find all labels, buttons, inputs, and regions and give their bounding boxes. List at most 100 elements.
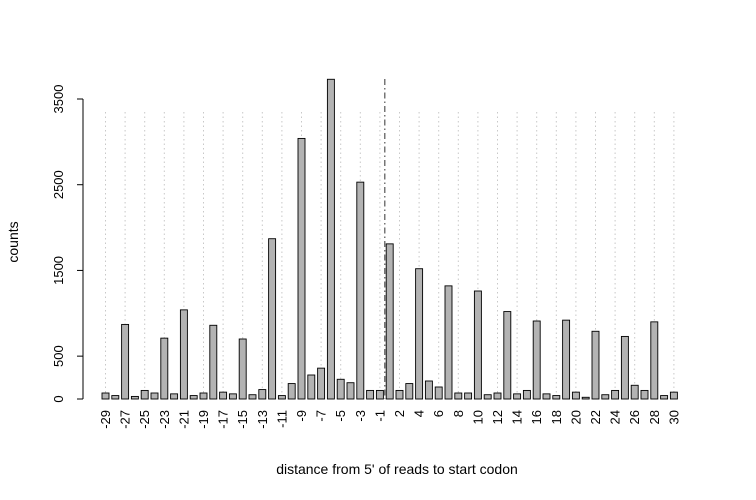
bar-7 bbox=[444, 285, 453, 400]
x-tick-label: 12 bbox=[490, 410, 505, 424]
bar-3 bbox=[405, 383, 414, 400]
bar-5 bbox=[424, 380, 433, 400]
bars bbox=[101, 78, 678, 400]
bar--3 bbox=[356, 181, 365, 400]
bar--25 bbox=[140, 389, 149, 400]
bar--17 bbox=[219, 391, 228, 400]
bar--22 bbox=[170, 393, 179, 400]
x-tick-label: -13 bbox=[255, 410, 270, 429]
x-axis-label: distance from 5' of reads to start codon bbox=[276, 461, 518, 477]
x-tick-label: -15 bbox=[235, 410, 250, 429]
bar-9 bbox=[464, 392, 473, 400]
x-tick-label: 2 bbox=[392, 410, 407, 417]
bar-30 bbox=[669, 391, 678, 400]
bar--2 bbox=[366, 389, 375, 400]
bar--4 bbox=[346, 382, 355, 400]
bar-18 bbox=[552, 395, 561, 400]
y-tick-label: 0 bbox=[51, 395, 66, 402]
x-tick-label: 10 bbox=[470, 410, 485, 424]
bar-10 bbox=[473, 290, 482, 400]
bar-29 bbox=[660, 395, 669, 400]
bar--19 bbox=[199, 392, 208, 400]
bar--12 bbox=[268, 238, 277, 400]
y-tick-label: 3500 bbox=[51, 85, 66, 114]
bar--24 bbox=[150, 392, 159, 400]
x-tick-label: 28 bbox=[647, 410, 662, 424]
bar--7 bbox=[317, 367, 326, 400]
x-tick-label: -29 bbox=[98, 410, 113, 429]
bar--29 bbox=[101, 392, 110, 400]
x-axis: -29 -27 -25 -23 -21 -19 -17 -15 -13 -11 -9 -7 -5 -3 -1… bbox=[98, 410, 681, 429]
bar-6 bbox=[434, 386, 443, 400]
y-axis-label: counts bbox=[5, 221, 21, 262]
bar--23 bbox=[160, 337, 169, 400]
bar-16 bbox=[532, 320, 541, 400]
x-tick-label: -17 bbox=[216, 410, 231, 429]
bar-25 bbox=[620, 335, 629, 400]
x-tick-label: -21 bbox=[176, 410, 191, 429]
bar-15 bbox=[522, 389, 531, 400]
bar-13 bbox=[503, 311, 512, 400]
bar-20 bbox=[571, 391, 580, 400]
x-tick-label: 4 bbox=[412, 410, 427, 417]
bar-12 bbox=[493, 392, 502, 400]
x-tick-label: 18 bbox=[549, 410, 564, 424]
bar--14 bbox=[248, 394, 257, 400]
bar-23 bbox=[601, 394, 610, 400]
bar--5 bbox=[336, 378, 345, 400]
x-tick-label: 22 bbox=[588, 410, 603, 424]
y-tick-label: 500 bbox=[51, 345, 66, 367]
x-tick-label: -11 bbox=[274, 410, 289, 428]
bar--27 bbox=[121, 323, 130, 400]
bar--21 bbox=[179, 309, 188, 400]
bar--20 bbox=[189, 395, 198, 400]
bar-24 bbox=[611, 389, 620, 400]
x-tick-label: 6 bbox=[431, 410, 446, 417]
x-tick-label: 24 bbox=[608, 410, 623, 424]
x-tick-label: -7 bbox=[314, 410, 329, 422]
bar-27 bbox=[640, 389, 649, 400]
bar--10 bbox=[287, 383, 296, 400]
bar-19 bbox=[562, 319, 571, 400]
bar--8 bbox=[307, 374, 316, 400]
bar-8 bbox=[454, 392, 463, 400]
bar--26 bbox=[130, 395, 139, 400]
x-tick-label: -23 bbox=[157, 410, 172, 429]
bar--16 bbox=[228, 393, 237, 400]
bar-1 bbox=[385, 243, 394, 400]
bar--18 bbox=[209, 324, 218, 400]
x-tick-label: 20 bbox=[568, 410, 583, 424]
x-tick-label: 14 bbox=[510, 410, 525, 424]
bar--15 bbox=[238, 338, 247, 400]
x-tick-label: 30 bbox=[666, 410, 681, 424]
x-tick-label: 8 bbox=[451, 410, 466, 417]
bar-4 bbox=[415, 268, 424, 400]
bar--28 bbox=[111, 395, 120, 400]
bar--13 bbox=[258, 389, 267, 400]
x-tick-label: -3 bbox=[353, 410, 368, 422]
bar-17 bbox=[542, 393, 551, 400]
bar--11 bbox=[277, 395, 286, 400]
bar-28 bbox=[650, 321, 659, 400]
x-tick-label: -9 bbox=[294, 410, 309, 422]
x-tick-label: -5 bbox=[333, 410, 348, 422]
bar-26 bbox=[630, 384, 639, 400]
bar-2 bbox=[395, 389, 404, 400]
bar--9 bbox=[297, 137, 306, 400]
x-tick-label: -27 bbox=[118, 410, 133, 429]
y-axis: 0 500 1500 2500 3500 bbox=[51, 85, 84, 403]
x-tick-label: -1 bbox=[372, 410, 387, 422]
bar-14 bbox=[513, 393, 522, 400]
x-tick-label: -19 bbox=[196, 410, 211, 429]
y-tick-label: 2500 bbox=[51, 170, 66, 199]
bar-21 bbox=[581, 396, 590, 400]
bar--6 bbox=[326, 78, 335, 400]
bar--1 bbox=[375, 389, 384, 400]
bar-22 bbox=[591, 330, 600, 400]
x-tick-label: -25 bbox=[137, 410, 152, 429]
x-tick-label: 16 bbox=[529, 410, 544, 424]
y-tick-label: 1500 bbox=[51, 256, 66, 285]
x-tick-label: 26 bbox=[627, 410, 642, 424]
bar-11 bbox=[483, 394, 492, 400]
